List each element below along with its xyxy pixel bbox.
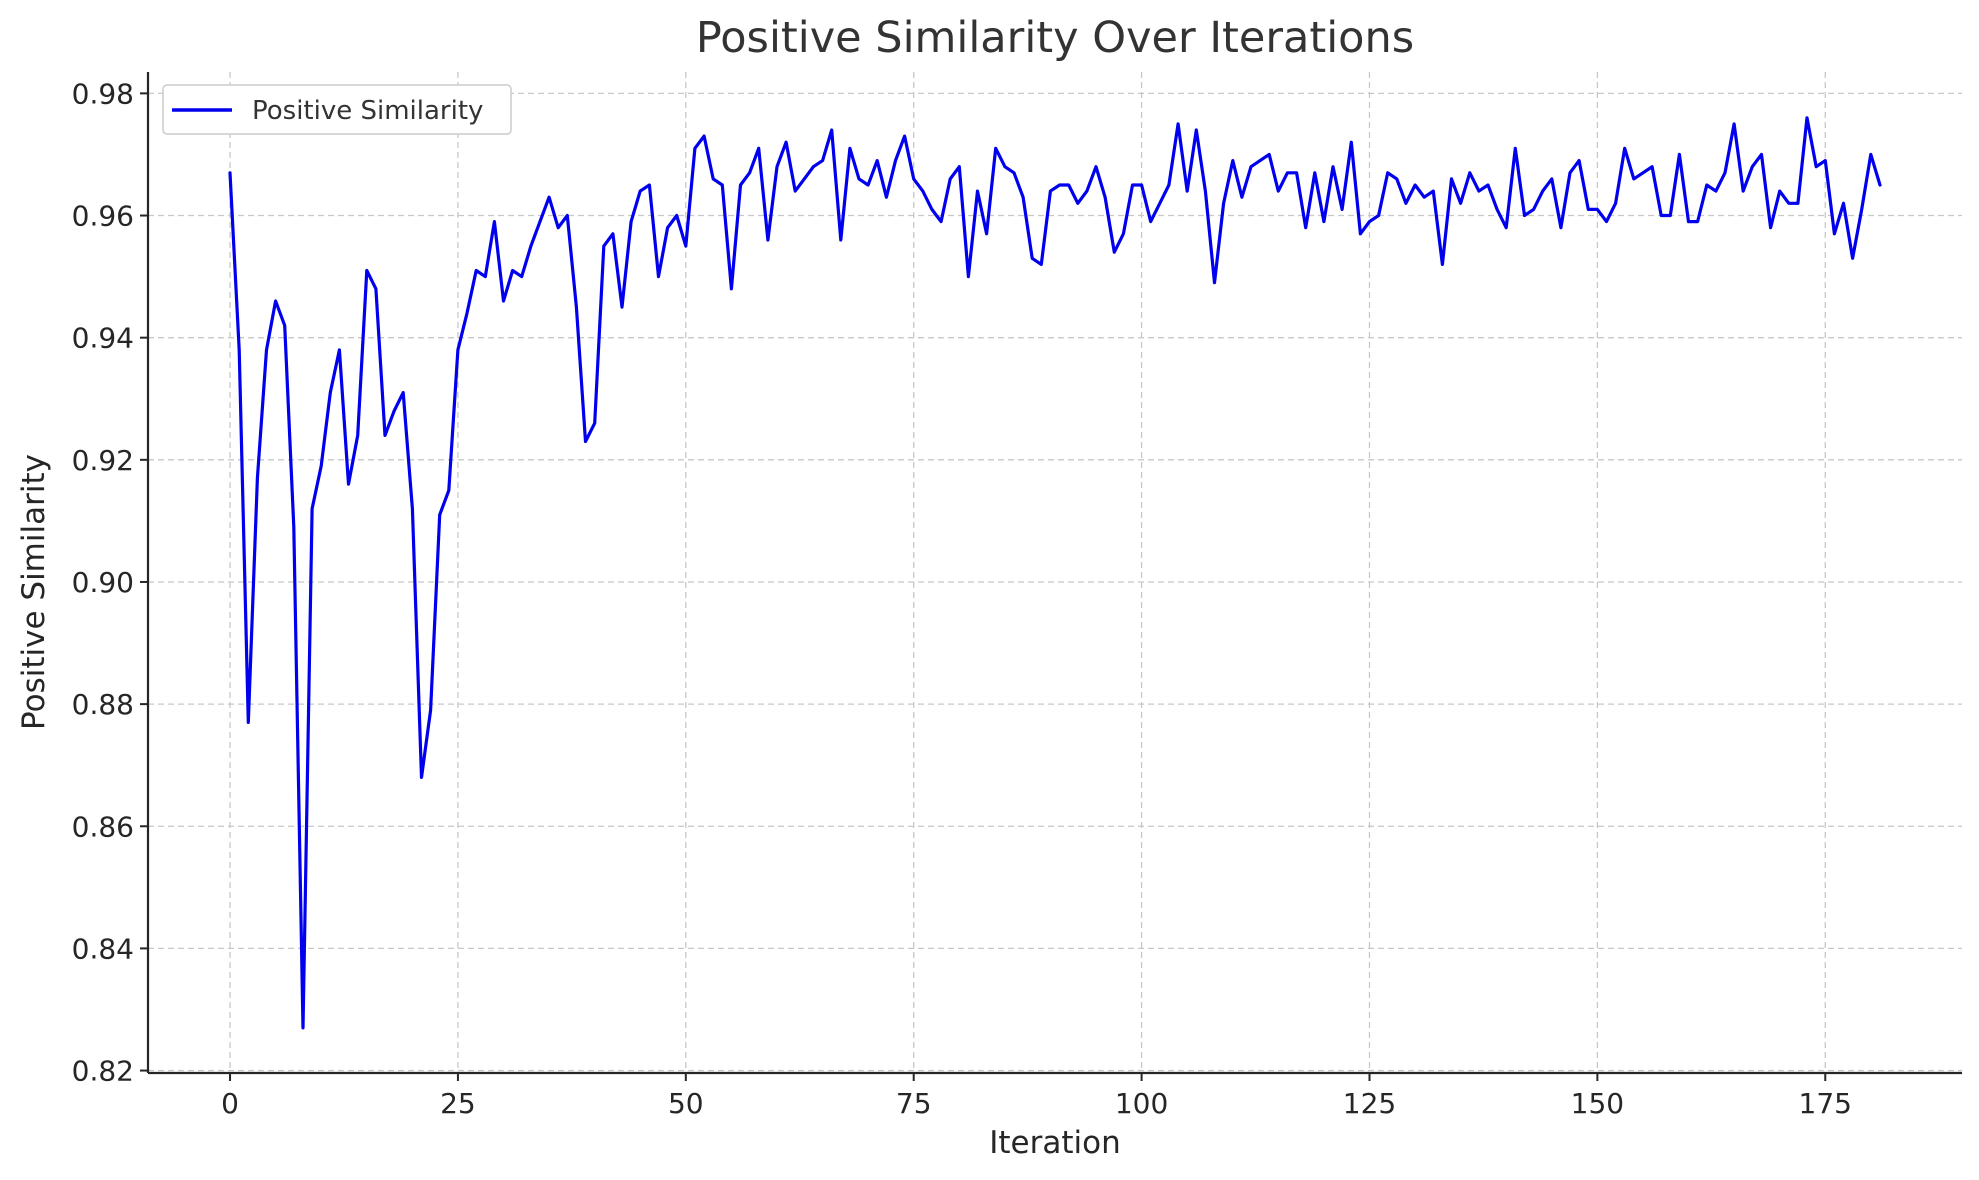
x-tick-label: 50 bbox=[668, 1087, 704, 1120]
chart-title: Positive Similarity Over Iterations bbox=[696, 13, 1414, 63]
axes bbox=[146, 72, 1962, 1075]
y-tick-label: 0.82 bbox=[72, 1055, 134, 1088]
y-tick-label: 0.84 bbox=[72, 932, 134, 965]
x-axis-ticks: 0 25 50 75 100 125 150 175 bbox=[221, 1073, 1852, 1120]
x-tick-label: 75 bbox=[896, 1087, 932, 1120]
y-tick-label: 0.94 bbox=[72, 322, 134, 355]
legend-label: Positive Similarity bbox=[252, 96, 483, 126]
x-tick-label: 150 bbox=[1571, 1087, 1624, 1120]
y-tick-label: 0.96 bbox=[72, 200, 134, 233]
legend-box bbox=[162, 84, 512, 135]
y-tick-label: 0.88 bbox=[72, 688, 134, 721]
y-tick-label: 0.98 bbox=[72, 77, 134, 110]
legend: Positive Similarity bbox=[162, 84, 512, 135]
gridlines bbox=[148, 72, 1962, 1073]
y-tick-label: 0.90 bbox=[72, 566, 134, 599]
y-axis-ticks: 0.82 0.84 0.86 0.88 0.90 0.92 0.94 0.96 0.98 bbox=[72, 77, 148, 1088]
x-tick-label: 25 bbox=[440, 1087, 476, 1120]
y-axis-label: Positive Similarity bbox=[16, 454, 52, 730]
series-layer bbox=[228, 116, 1882, 1030]
x-tick-label: 175 bbox=[1799, 1087, 1852, 1120]
y-tick-label: 0.92 bbox=[72, 444, 134, 477]
x-tick-label: 100 bbox=[1115, 1087, 1168, 1120]
series-line-positive-similarity bbox=[228, 116, 1882, 1030]
y-tick-label: 0.86 bbox=[72, 810, 134, 843]
x-axis-label: Iteration bbox=[989, 1125, 1121, 1161]
x-tick-label: 0 bbox=[221, 1087, 239, 1120]
x-tick-label: 125 bbox=[1343, 1087, 1396, 1120]
